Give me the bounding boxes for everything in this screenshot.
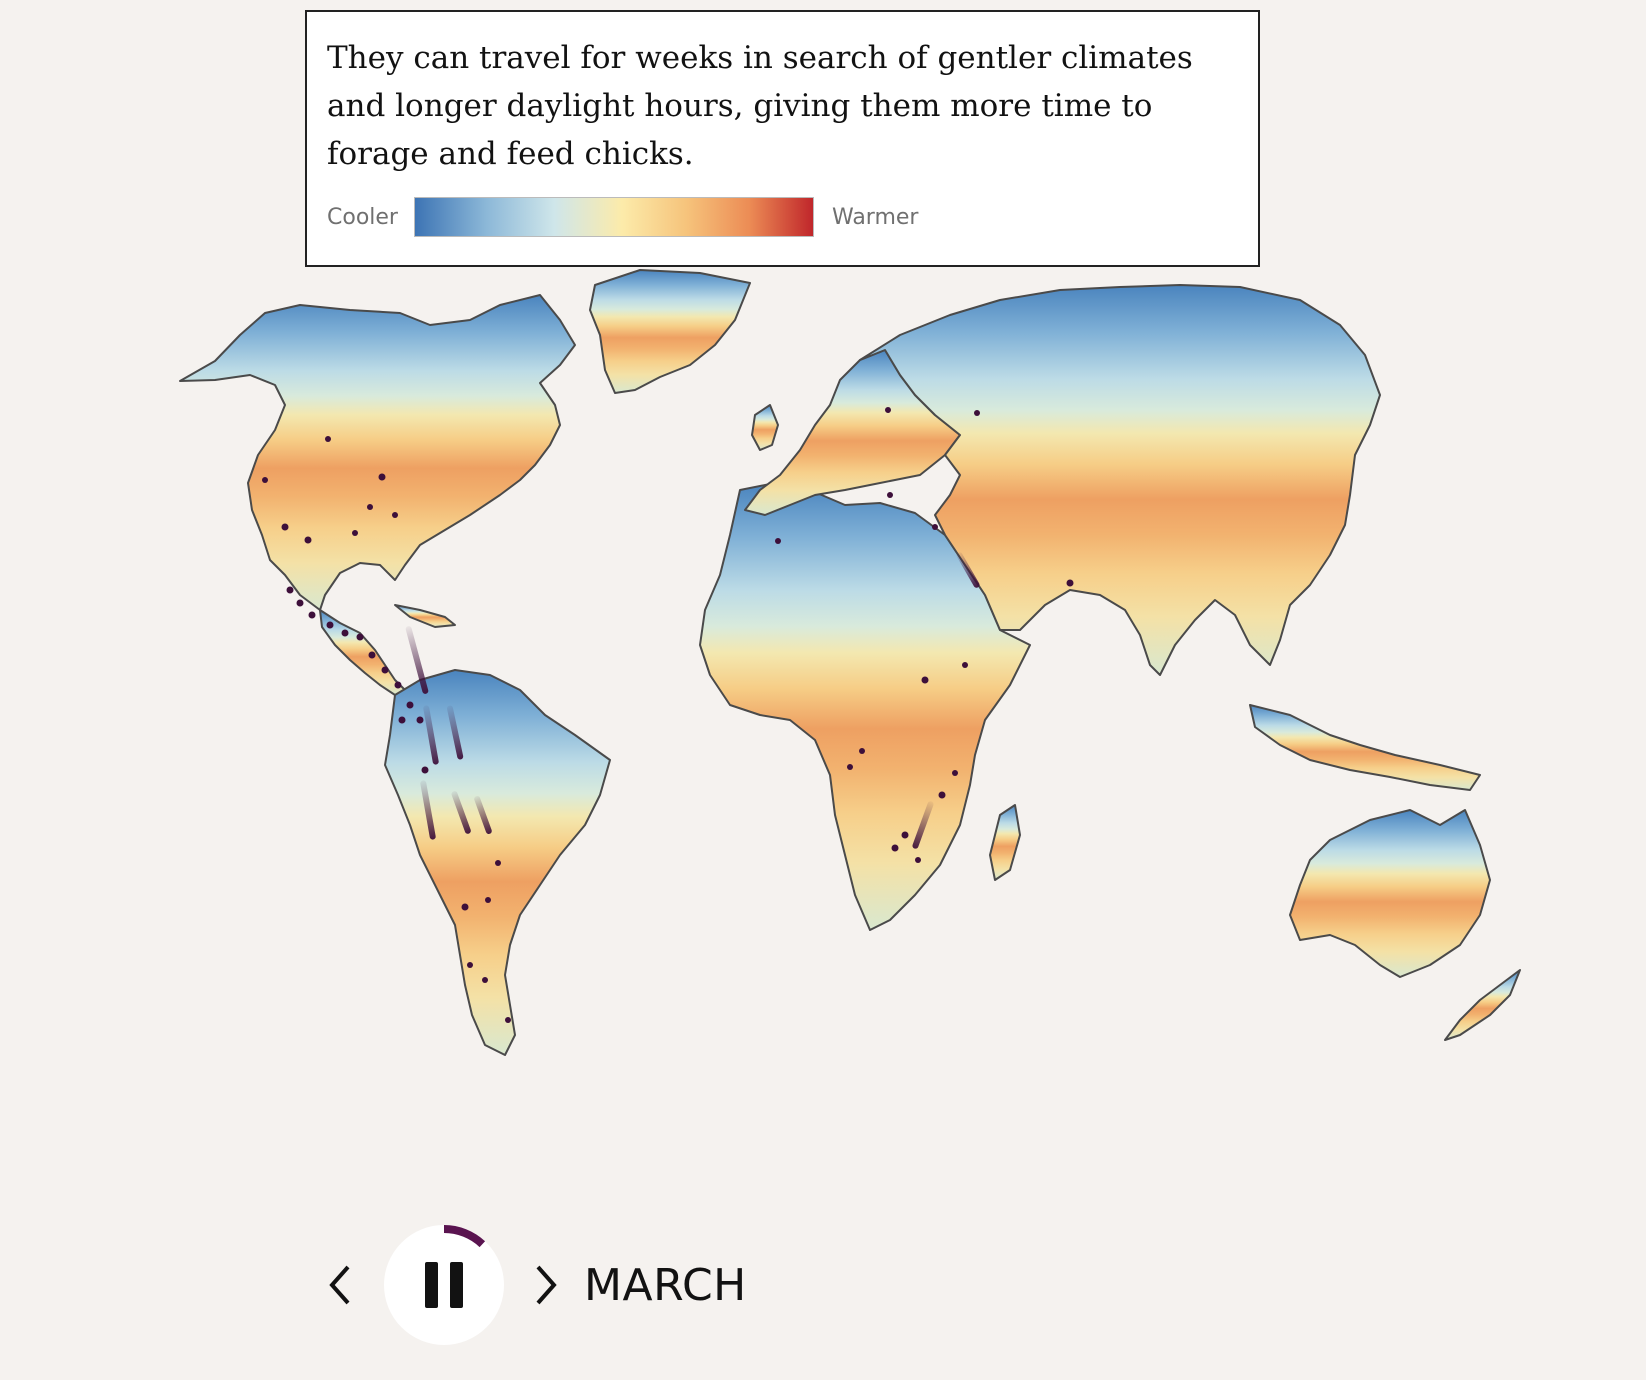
bird-marker <box>367 504 373 510</box>
australia <box>1289 809 1491 978</box>
bird-marker <box>326 621 334 629</box>
bird-marker <box>286 586 294 594</box>
bird-marker <box>932 524 938 530</box>
playback-controls: MARCH <box>320 1220 747 1350</box>
caption-box: They can travel for weeks in search of g… <box>305 10 1260 267</box>
bird-marker <box>421 766 429 774</box>
north-america <box>179 294 576 611</box>
central-america <box>319 609 406 696</box>
next-month-button[interactable] <box>526 1255 566 1315</box>
bird-marker <box>505 1017 511 1023</box>
bird-marker <box>356 633 364 641</box>
bird-marker <box>394 681 402 689</box>
bird-marker <box>901 831 909 839</box>
bird-marker <box>482 977 488 983</box>
bird-marker <box>915 857 921 863</box>
chevron-right-icon <box>536 1265 557 1305</box>
world-map <box>0 265 1646 1125</box>
bird-marker <box>885 407 891 413</box>
temperature-legend: Cooler Warmer <box>327 197 918 237</box>
bird-marker <box>352 530 358 536</box>
legend-gradient-bar <box>413 197 814 237</box>
caption-text: They can travel for weeks in search of g… <box>327 40 1193 172</box>
bird-marker <box>398 716 406 724</box>
caribbean <box>394 604 456 628</box>
chevron-left-icon <box>329 1265 350 1305</box>
bird-trail <box>405 626 429 694</box>
bird-trail <box>956 552 980 588</box>
bird-marker <box>392 512 398 518</box>
bird-marker <box>262 477 268 483</box>
pause-icon <box>423 1262 465 1308</box>
bird-marker <box>921 676 929 684</box>
bird-trail <box>451 791 471 834</box>
bird-marker <box>304 536 312 544</box>
southeast-asia-islands <box>1249 704 1481 791</box>
bird-marker <box>467 962 473 968</box>
bird-marker <box>891 844 899 852</box>
bird-marker <box>1066 579 1074 587</box>
bird-marker <box>859 748 865 754</box>
bird-marker <box>974 410 980 416</box>
previous-month-button[interactable] <box>320 1255 360 1315</box>
bird-marker <box>938 791 946 799</box>
bird-trail <box>447 705 464 760</box>
bird-marker <box>962 662 968 668</box>
asia <box>859 284 1381 676</box>
migration-markers <box>262 407 1074 1023</box>
bird-marker <box>378 473 386 481</box>
madagascar <box>989 804 1021 881</box>
bird-trail <box>474 796 492 834</box>
bird-trail <box>420 780 436 840</box>
bird-marker <box>461 903 469 911</box>
current-month-label: MARCH <box>584 1259 747 1311</box>
bird-marker <box>368 651 376 659</box>
bird-marker <box>416 716 424 724</box>
bird-marker <box>887 492 893 498</box>
bird-marker <box>406 701 414 709</box>
pause-button[interactable] <box>382 1223 506 1347</box>
britain <box>751 404 779 451</box>
bird-marker <box>485 897 491 903</box>
continents <box>179 269 1521 1056</box>
legend-low-label: Cooler <box>327 204 398 230</box>
bird-marker <box>341 629 349 637</box>
progress-ring <box>384 1225 504 1345</box>
bird-marker <box>952 770 958 776</box>
world-map-svg <box>179 269 1521 1056</box>
progress-arc <box>443 1225 486 1248</box>
bird-marker <box>308 611 316 619</box>
bird-marker <box>495 860 501 866</box>
bird-marker <box>296 599 304 607</box>
legend-high-label: Warmer <box>831 204 919 230</box>
bird-marker <box>381 666 389 674</box>
bird-marker <box>281 523 289 531</box>
bird-trail <box>912 801 934 849</box>
bird-trail <box>423 705 439 765</box>
bird-marker <box>847 764 853 770</box>
bird-marker <box>325 436 331 442</box>
new-zealand <box>1444 969 1521 1041</box>
greenland <box>589 269 751 394</box>
bird-marker <box>775 538 781 544</box>
africa <box>699 482 1031 931</box>
